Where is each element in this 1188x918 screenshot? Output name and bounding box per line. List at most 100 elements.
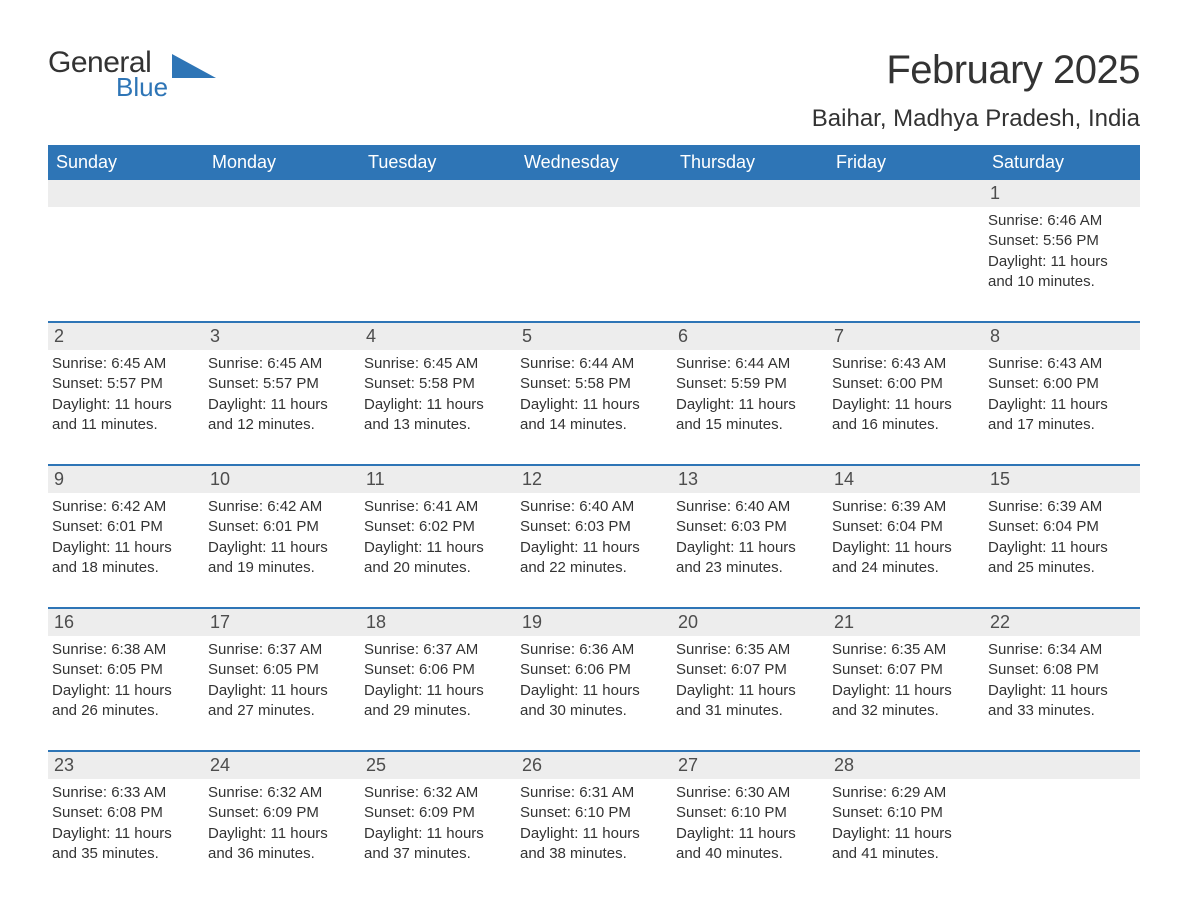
daylight-line: Daylight: 11 hours and 17 minutes.: [988, 395, 1134, 436]
day-number: 14: [828, 466, 984, 493]
day-cell: [828, 207, 984, 303]
sunrise-line: Sunrise: 6:43 AM: [832, 354, 978, 374]
day-cell: Sunrise: 6:39 AMSunset: 6:04 PMDaylight:…: [984, 493, 1140, 589]
sunset-line: Sunset: 6:00 PM: [988, 374, 1134, 394]
calendar-week: 16171819202122Sunrise: 6:38 AMSunset: 6:…: [48, 607, 1140, 732]
dow-header-row: Sunday Monday Tuesday Wednesday Thursday…: [48, 145, 1140, 180]
sunset-line: Sunset: 6:05 PM: [52, 660, 198, 680]
day-number: 4: [360, 323, 516, 350]
day-number: 17: [204, 609, 360, 636]
logo: General Blue: [48, 48, 216, 100]
day-cell: Sunrise: 6:35 AMSunset: 6:07 PMDaylight:…: [672, 636, 828, 732]
sunrise-line: Sunrise: 6:37 AM: [364, 640, 510, 660]
day-number: 21: [828, 609, 984, 636]
sunset-line: Sunset: 6:02 PM: [364, 517, 510, 537]
sunset-line: Sunset: 5:58 PM: [520, 374, 666, 394]
sunset-line: Sunset: 5:56 PM: [988, 231, 1134, 251]
sunrise-line: Sunrise: 6:32 AM: [208, 783, 354, 803]
day-number: 28: [828, 752, 984, 779]
sunset-line: Sunset: 6:01 PM: [208, 517, 354, 537]
daylight-line: Daylight: 11 hours and 32 minutes.: [832, 681, 978, 722]
day-number: 24: [204, 752, 360, 779]
sunrise-line: Sunrise: 6:42 AM: [208, 497, 354, 517]
sunrise-line: Sunrise: 6:45 AM: [52, 354, 198, 374]
day-cell: Sunrise: 6:29 AMSunset: 6:10 PMDaylight:…: [828, 779, 984, 875]
daylight-line: Daylight: 11 hours and 25 minutes.: [988, 538, 1134, 579]
calendar: Sunday Monday Tuesday Wednesday Thursday…: [48, 145, 1140, 875]
day-cell: Sunrise: 6:45 AMSunset: 5:57 PMDaylight:…: [204, 350, 360, 446]
sunrise-line: Sunrise: 6:39 AM: [988, 497, 1134, 517]
day-cell: [516, 207, 672, 303]
day-cell: [204, 207, 360, 303]
sunset-line: Sunset: 6:06 PM: [364, 660, 510, 680]
day-cell: Sunrise: 6:44 AMSunset: 5:58 PMDaylight:…: [516, 350, 672, 446]
day-cell: Sunrise: 6:33 AMSunset: 6:08 PMDaylight:…: [48, 779, 204, 875]
day-number: 8: [984, 323, 1140, 350]
sunset-line: Sunset: 5:57 PM: [52, 374, 198, 394]
day-cell: Sunrise: 6:39 AMSunset: 6:04 PMDaylight:…: [828, 493, 984, 589]
sunset-line: Sunset: 6:10 PM: [520, 803, 666, 823]
daylight-line: Daylight: 11 hours and 11 minutes.: [52, 395, 198, 436]
sunset-line: Sunset: 5:57 PM: [208, 374, 354, 394]
sunset-line: Sunset: 6:07 PM: [832, 660, 978, 680]
daylight-line: Daylight: 11 hours and 27 minutes.: [208, 681, 354, 722]
daylight-line: Daylight: 11 hours and 13 minutes.: [364, 395, 510, 436]
day-number: 7: [828, 323, 984, 350]
header: General Blue February 2025 Baihar, Madhy…: [48, 48, 1140, 133]
day-number: [984, 752, 1140, 779]
day-cell: Sunrise: 6:41 AMSunset: 6:02 PMDaylight:…: [360, 493, 516, 589]
logo-word-blue: Blue: [116, 74, 168, 100]
daylight-line: Daylight: 11 hours and 37 minutes.: [364, 824, 510, 865]
daynum-row: 1: [48, 180, 1140, 207]
daylight-line: Daylight: 11 hours and 19 minutes.: [208, 538, 354, 579]
sunset-line: Sunset: 6:08 PM: [988, 660, 1134, 680]
sunrise-line: Sunrise: 6:41 AM: [364, 497, 510, 517]
sunset-line: Sunset: 6:03 PM: [676, 517, 822, 537]
day-number: 6: [672, 323, 828, 350]
day-number: 20: [672, 609, 828, 636]
day-cell: Sunrise: 6:34 AMSunset: 6:08 PMDaylight:…: [984, 636, 1140, 732]
day-cell: Sunrise: 6:40 AMSunset: 6:03 PMDaylight:…: [672, 493, 828, 589]
day-number: 19: [516, 609, 672, 636]
day-cell: Sunrise: 6:42 AMSunset: 6:01 PMDaylight:…: [204, 493, 360, 589]
sunrise-line: Sunrise: 6:39 AM: [832, 497, 978, 517]
day-number: 12: [516, 466, 672, 493]
day-number: 25: [360, 752, 516, 779]
daylight-line: Daylight: 11 hours and 24 minutes.: [832, 538, 978, 579]
sunrise-line: Sunrise: 6:40 AM: [676, 497, 822, 517]
dow-saturday: Saturday: [984, 145, 1140, 180]
sunset-line: Sunset: 6:04 PM: [832, 517, 978, 537]
sunset-line: Sunset: 6:09 PM: [364, 803, 510, 823]
day-number: 13: [672, 466, 828, 493]
day-number: 22: [984, 609, 1140, 636]
logo-text: General Blue: [48, 48, 168, 100]
daylight-line: Daylight: 11 hours and 10 minutes.: [988, 252, 1134, 293]
day-number: 9: [48, 466, 204, 493]
sunset-line: Sunset: 6:06 PM: [520, 660, 666, 680]
day-cell: [672, 207, 828, 303]
sunset-line: Sunset: 6:03 PM: [520, 517, 666, 537]
daylight-line: Daylight: 11 hours and 14 minutes.: [520, 395, 666, 436]
day-cell: Sunrise: 6:32 AMSunset: 6:09 PMDaylight:…: [204, 779, 360, 875]
day-cell: Sunrise: 6:36 AMSunset: 6:06 PMDaylight:…: [516, 636, 672, 732]
dow-friday: Friday: [828, 145, 984, 180]
day-cell: Sunrise: 6:43 AMSunset: 6:00 PMDaylight:…: [984, 350, 1140, 446]
calendar-week: 1Sunrise: 6:46 AMSunset: 5:56 PMDaylight…: [48, 180, 1140, 303]
day-number: 10: [204, 466, 360, 493]
daylight-line: Daylight: 11 hours and 33 minutes.: [988, 681, 1134, 722]
day-cell: Sunrise: 6:35 AMSunset: 6:07 PMDaylight:…: [828, 636, 984, 732]
day-number: 11: [360, 466, 516, 493]
daylight-line: Daylight: 11 hours and 36 minutes.: [208, 824, 354, 865]
daylight-line: Daylight: 11 hours and 18 minutes.: [52, 538, 198, 579]
sunset-line: Sunset: 6:08 PM: [52, 803, 198, 823]
day-cell: Sunrise: 6:45 AMSunset: 5:58 PMDaylight:…: [360, 350, 516, 446]
day-number: 5: [516, 323, 672, 350]
day-number: 3: [204, 323, 360, 350]
day-cell: Sunrise: 6:44 AMSunset: 5:59 PMDaylight:…: [672, 350, 828, 446]
day-cell: Sunrise: 6:31 AMSunset: 6:10 PMDaylight:…: [516, 779, 672, 875]
calendar-body: 1Sunrise: 6:46 AMSunset: 5:56 PMDaylight…: [48, 180, 1140, 875]
sunset-line: Sunset: 6:04 PM: [988, 517, 1134, 537]
sunset-line: Sunset: 6:10 PM: [832, 803, 978, 823]
sunrise-line: Sunrise: 6:38 AM: [52, 640, 198, 660]
day-cell: Sunrise: 6:38 AMSunset: 6:05 PMDaylight:…: [48, 636, 204, 732]
